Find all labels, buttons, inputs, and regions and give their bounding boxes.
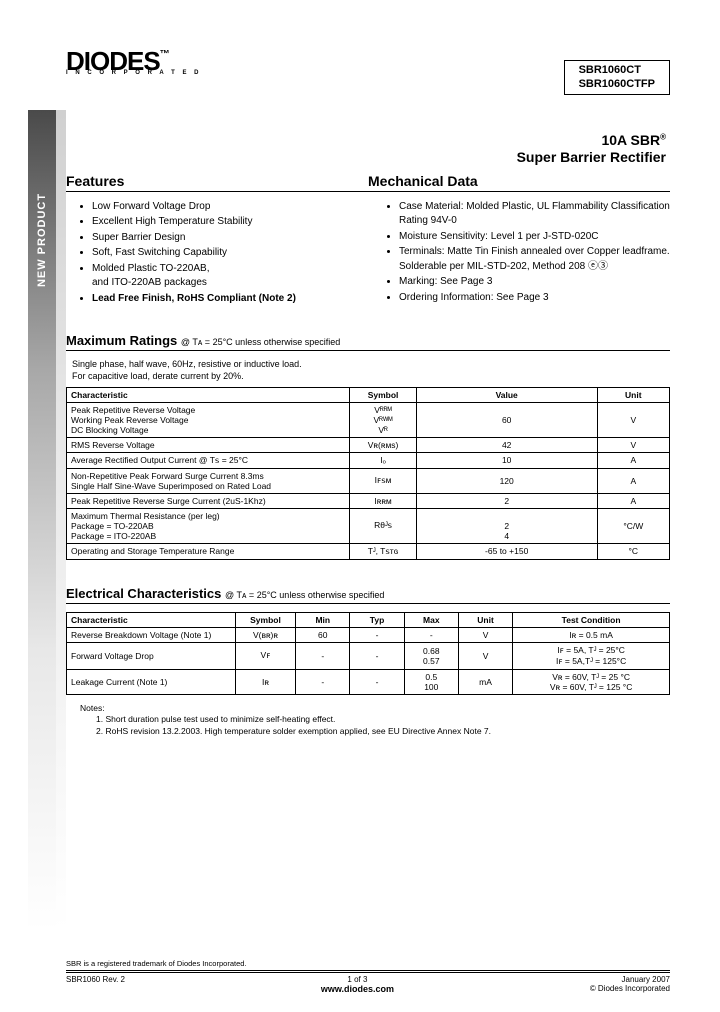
datasheet-page: DIODES™ I N C O R P O R A T E D SBR1060C…: [66, 0, 700, 1012]
notes-title: Notes:: [80, 703, 670, 714]
feature-item: Molded Plastic TO-220AB, and ITO-220AB p…: [92, 262, 363, 291]
part-number-1: SBR1060CT: [579, 63, 655, 77]
mechdata-heading: Mechanical Data: [368, 173, 670, 189]
mechdata-item: Marking: See Page 3: [399, 275, 670, 290]
side-gradient: [28, 370, 56, 930]
new-product-label: NEW PRODUCT: [36, 193, 48, 287]
note-item: 1. Short duration pulse test used to min…: [96, 714, 670, 725]
part-number-2: SBR1060CTFP: [579, 77, 655, 91]
feature-item: Low Forward Voltage Drop: [92, 200, 363, 215]
max-ratings-table: Characteristic Symbol Value Unit Peak Re…: [66, 387, 670, 560]
notes-block: Notes: 1. Short duration pulse test used…: [96, 703, 670, 737]
table-header: Typ: [350, 612, 404, 627]
table-header: Max: [404, 612, 458, 627]
table-header: Min: [296, 612, 350, 627]
trademark-note: SBR is a registered trademark of Diodes …: [66, 959, 670, 968]
new-product-tab: NEW PRODUCT: [28, 110, 56, 370]
table-header: Unit: [597, 387, 669, 402]
feature-item: Lead Free Finish, RoHS Compliant (Note 2…: [92, 292, 363, 307]
feature-item: Soft, Fast Switching Capability: [92, 246, 363, 261]
page-gradient: [56, 110, 66, 930]
footer-rev: SBR1060 Rev. 2: [66, 975, 125, 994]
product-title: 10A SBR® Super Barrier Rectifier: [66, 132, 666, 167]
mechdata-item: Ordering Information: See Page 3: [399, 291, 670, 306]
table-header: Test Condition: [513, 612, 670, 627]
feature-item: Super Barrier Design: [92, 231, 363, 246]
feature-item: Excellent High Temperature Stability: [92, 215, 363, 230]
feature-columns: Low Forward Voltage Drop Excellent High …: [66, 200, 670, 308]
mechdata-item: Terminals: Matte Tin Finish annealed ove…: [399, 245, 670, 274]
footer-copyright: © Diodes Incorporated: [590, 984, 670, 993]
footer-page: 1 of 3: [321, 975, 394, 984]
page-footer-block: SBR is a registered trademark of Diodes …: [66, 959, 670, 994]
table-header: Symbol: [350, 387, 416, 402]
max-ratings-heading: Maximum Ratings @ Tᴀ = 25°C unless other…: [66, 333, 670, 348]
mechdata-item: Case Material: Molded Plastic, UL Flamma…: [399, 200, 670, 229]
features-list: Low Forward Voltage Drop Excellent High …: [66, 200, 363, 307]
features-heading: Features: [66, 173, 368, 189]
mechdata-item: Moisture Sensitivity: Level 1 per J-STD-…: [399, 230, 670, 245]
mechdata-list: Case Material: Molded Plastic, UL Flamma…: [373, 200, 670, 306]
table-header: Characteristic: [67, 387, 350, 402]
table-header: Value: [416, 387, 597, 402]
part-number-box: SBR1060CT SBR1060CTFP: [564, 60, 670, 95]
section-headers-row: Features Mechanical Data: [66, 173, 670, 189]
table-header: Symbol: [235, 612, 295, 627]
note-item: 2. RoHS revision 13.2.2003. High tempera…: [96, 726, 670, 737]
elec-char-heading: Electrical Characteristics @ Tᴀ = 25°C u…: [66, 586, 670, 601]
footer-url: www.diodes.com: [321, 984, 394, 994]
table-header: Characteristic: [67, 612, 236, 627]
max-ratings-subnote: Single phase, half wave, 60Hz, resistive…: [72, 359, 670, 382]
footer-date: January 2007: [590, 975, 670, 984]
elec-char-table: Characteristic Symbol Min Typ Max Unit T…: [66, 612, 670, 695]
table-header: Unit: [458, 612, 512, 627]
